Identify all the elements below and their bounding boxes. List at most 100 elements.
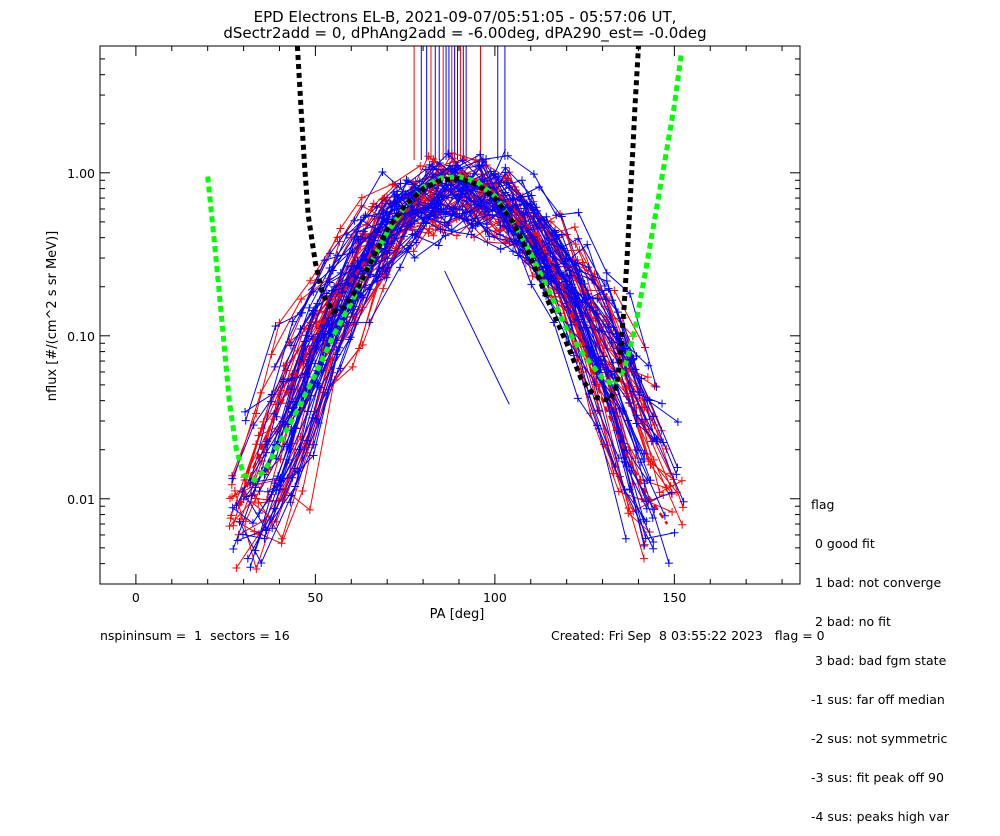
data-point-marker <box>643 373 652 382</box>
data-point-marker <box>448 165 457 174</box>
data-point-marker <box>460 214 469 223</box>
data-point-marker <box>416 161 425 170</box>
data-point-marker <box>575 315 584 324</box>
data-point-marker <box>461 189 470 198</box>
data-point-marker <box>548 253 557 262</box>
data-point-marker <box>282 440 291 449</box>
data-point-marker <box>503 151 512 160</box>
data-point-marker <box>260 534 269 543</box>
data-point-marker <box>640 540 649 549</box>
legend-item: 2 bad: no fit <box>811 614 891 629</box>
data-point-marker <box>380 244 389 253</box>
data-point-marker <box>641 415 650 424</box>
data-point-marker <box>588 275 597 284</box>
data-point-marker <box>278 417 287 426</box>
data-point-marker <box>527 280 536 289</box>
data-point-marker <box>610 286 619 295</box>
y-tick-label: 0.01 <box>67 492 95 507</box>
data-point-marker <box>380 194 389 203</box>
data-point-marker <box>679 497 688 506</box>
data-point-marker <box>257 558 266 567</box>
data-point-marker <box>462 197 471 206</box>
data-point-marker <box>572 293 581 302</box>
data-point-marker <box>440 218 449 227</box>
data-point-marker <box>288 317 297 326</box>
data-point-marker <box>303 436 312 445</box>
data-point-marker <box>382 267 391 276</box>
data-point-marker <box>447 226 456 235</box>
x-tick-label: 0 <box>132 590 140 605</box>
data-point-marker <box>272 517 281 526</box>
data-point-marker <box>309 306 318 315</box>
data-point-marker <box>593 309 602 318</box>
data-point-marker <box>467 230 476 239</box>
data-point-marker <box>225 522 234 531</box>
data-point-marker <box>614 487 623 496</box>
data-point-marker <box>637 374 646 383</box>
data-point-marker <box>330 282 339 291</box>
data-point-marker <box>286 498 295 507</box>
data-point-marker <box>476 150 485 159</box>
data-point-marker <box>270 409 279 418</box>
data-point-marker <box>305 505 314 514</box>
data-point-marker <box>447 180 456 189</box>
data-point-marker <box>649 537 658 546</box>
data-point-marker <box>482 155 491 164</box>
data-point-marker <box>238 530 247 539</box>
x-tick-label: 150 <box>662 590 686 605</box>
data-point-marker <box>557 212 566 221</box>
data-point-marker <box>277 539 286 548</box>
data-point-marker <box>251 546 260 555</box>
data-point-marker <box>298 487 307 496</box>
data-point-marker <box>592 356 601 365</box>
data-point-marker <box>365 318 374 327</box>
legend-item: 1 bad: not converge <box>811 575 942 590</box>
data-point-marker <box>230 486 239 495</box>
chart-title-line2: dSectr2add = 0, dPhAng2add = -6.00deg, d… <box>223 24 707 42</box>
data-point-marker <box>613 344 622 353</box>
y-tick-label: 0.10 <box>67 329 95 344</box>
data-point-marker <box>575 246 584 255</box>
data-point-marker <box>252 409 261 418</box>
data-point-marker <box>452 231 461 240</box>
black-fit-curve <box>294 45 641 404</box>
data-point-marker <box>483 204 492 213</box>
flag-legend: flag 0 good fit 1 bad: not converge 2 ba… <box>811 472 949 836</box>
data-point-marker <box>643 476 652 485</box>
data-point-marker <box>336 224 345 233</box>
data-point-marker <box>412 238 421 247</box>
data-point-marker <box>600 282 609 291</box>
data-point-marker <box>227 511 236 520</box>
data-point-marker <box>255 487 264 496</box>
data-point-marker <box>270 362 279 371</box>
data-point-marker <box>673 463 682 472</box>
data-point-marker <box>429 154 438 163</box>
data-point-marker <box>650 381 659 390</box>
data-point-marker <box>639 554 648 563</box>
data-trace-line <box>444 270 510 405</box>
data-point-marker <box>311 359 320 368</box>
data-point-marker <box>233 536 242 545</box>
data-point-marker <box>348 362 357 371</box>
data-point-marker <box>581 293 590 302</box>
data-point-marker <box>315 383 324 392</box>
data-point-marker <box>649 544 658 553</box>
data-point-marker <box>297 295 306 304</box>
footer-spin-info: nspininsum = 1 sectors = 16 <box>100 628 290 643</box>
data-point-marker <box>551 232 560 241</box>
data-point-marker <box>288 404 297 413</box>
data-point-marker <box>640 454 649 463</box>
data-point-marker <box>372 203 381 212</box>
data-point-marker <box>444 149 453 158</box>
data-point-marker <box>279 377 288 386</box>
data-point-marker <box>632 352 641 361</box>
legend-item: 3 bad: bad fgm state <box>811 653 947 668</box>
data-point-marker <box>378 167 387 176</box>
data-point-marker <box>571 240 580 249</box>
data-point-marker <box>574 234 583 243</box>
pitch-angle-chart: 0 50 100 150 0.01 0.10 1.00 PA [deg] nflux [#/… <box>45 45 801 622</box>
data-point-marker <box>602 268 611 277</box>
legend-item: 0 good fit <box>811 536 875 551</box>
data-point-marker <box>406 219 415 228</box>
data-point-marker <box>434 241 443 250</box>
